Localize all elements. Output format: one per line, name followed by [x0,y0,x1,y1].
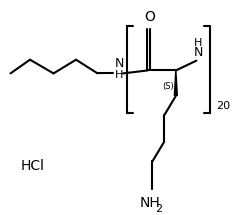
Text: (S): (S) [162,82,174,91]
Text: NH: NH [140,196,160,210]
Text: 20: 20 [216,101,230,111]
Text: HCl: HCl [20,159,44,173]
Text: 2: 2 [155,204,162,213]
Text: N: N [115,57,124,71]
Text: H: H [115,70,123,80]
Text: N: N [194,46,203,59]
Text: H: H [194,38,202,48]
Text: O: O [144,11,155,25]
Polygon shape [174,71,178,96]
